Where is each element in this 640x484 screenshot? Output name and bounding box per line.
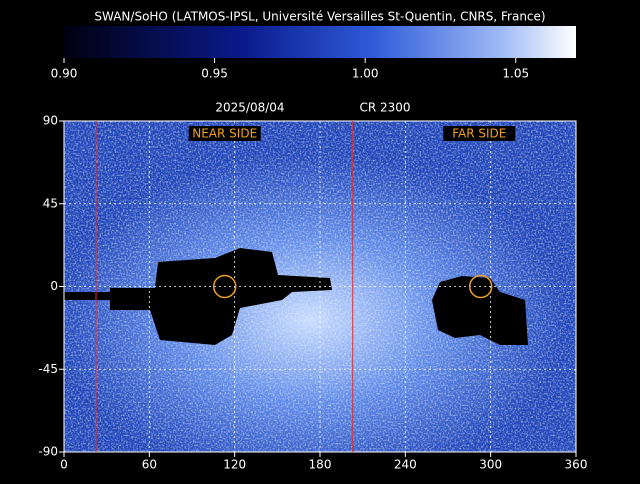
y-tick-label: 0: [50, 279, 58, 293]
x-tick-label: 120: [223, 458, 246, 472]
y-tick-label: 45: [43, 196, 58, 210]
colorbar-tick-label: 0.90: [51, 67, 78, 81]
colorbar-tick-label: 0.95: [201, 67, 228, 81]
x-tick-label: 360: [565, 458, 588, 472]
colorbar-tick-label: 1.05: [502, 67, 529, 81]
blank-region: [432, 276, 528, 345]
colorbar-tick-label: 1.00: [352, 67, 379, 81]
plot-frame: [63, 120, 577, 453]
colorbar: [64, 26, 576, 58]
title: SWAN/SoHO (LATMOS-IPSL, Université Versa…: [94, 10, 545, 24]
y-tick-label: 90: [43, 114, 58, 128]
x-tick-label: 180: [309, 458, 332, 472]
y-tick-label: -90: [38, 445, 58, 459]
x-tick-label: 300: [479, 458, 502, 472]
position-marker: [468, 274, 493, 299]
y-tick-label: -45: [38, 362, 58, 376]
blank-region: [64, 292, 112, 300]
annotation: NEAR SIDE: [192, 127, 257, 141]
annotation-box: [443, 126, 516, 141]
x-tick-label: 0: [60, 458, 68, 472]
date: 2025/08/04: [215, 101, 284, 115]
annotation: FAR SIDE: [452, 127, 506, 141]
x-tick-label: 60: [142, 458, 157, 472]
position-marker: [212, 274, 237, 299]
rotation: CR 2300: [359, 101, 410, 115]
annotation-box: [188, 126, 261, 141]
x-tick-label: 240: [394, 458, 417, 472]
